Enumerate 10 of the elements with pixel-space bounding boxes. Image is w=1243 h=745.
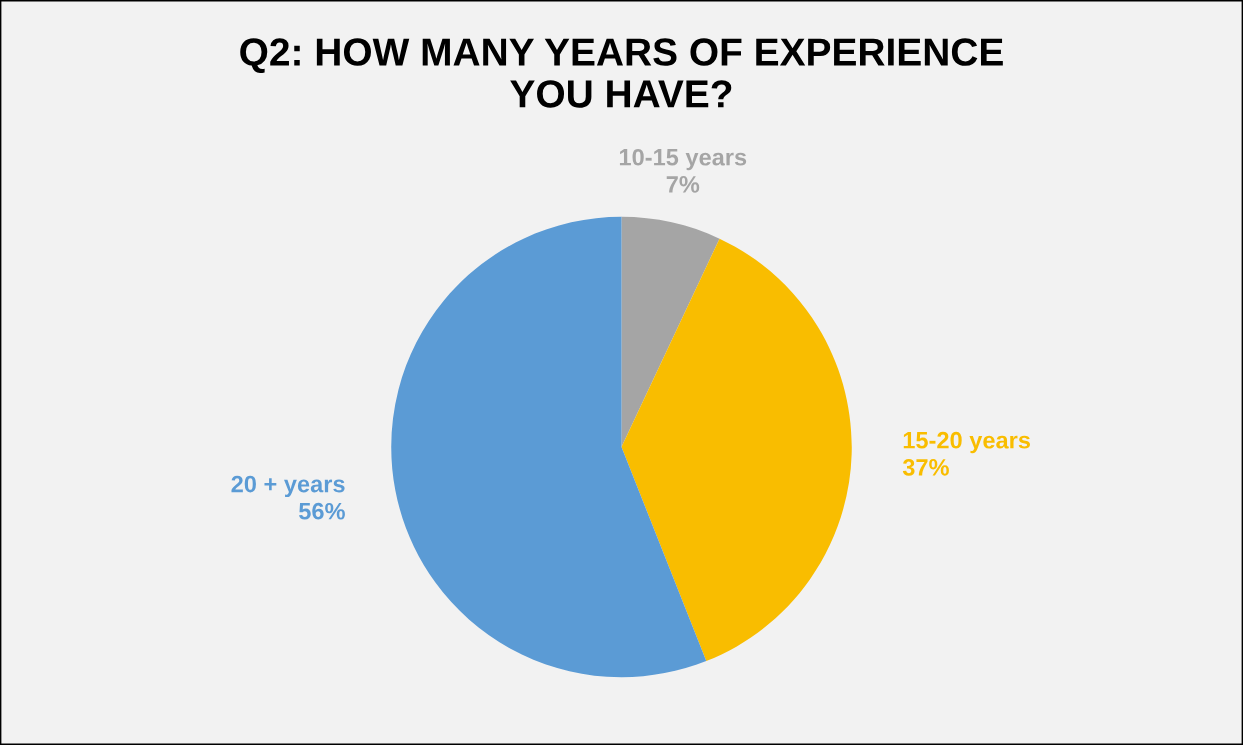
slice-label: 15-20 years	[903, 431, 1030, 454]
data-label: 56%	[299, 502, 345, 520]
pie-slice	[391, 216, 707, 678]
data-label: 37%	[902, 459, 949, 476]
data-label: 7%	[666, 176, 700, 193]
slice-label: 10-15 years	[619, 148, 747, 171]
chart-title: Q2: HOW MANY YEARS OF EXPERIENCE YOU HAVE?	[240, 38, 1003, 108]
pie-slice	[621, 216, 720, 447]
slice-label: 20 + years	[231, 475, 345, 498]
pie-slice	[621, 238, 852, 662]
